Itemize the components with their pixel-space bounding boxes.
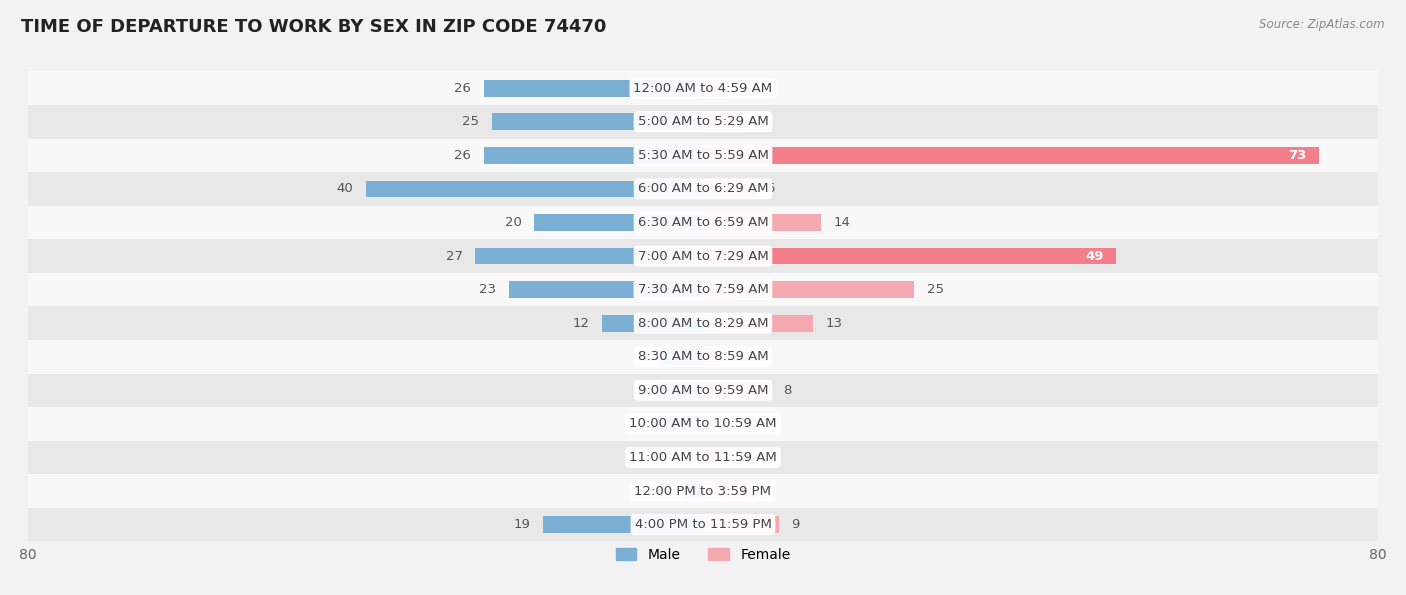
Bar: [703, 80, 728, 96]
Bar: [366, 180, 703, 198]
Text: Source: ZipAtlas.com: Source: ZipAtlas.com: [1260, 18, 1385, 31]
Legend: Male, Female: Male, Female: [610, 542, 796, 568]
Bar: [28, 474, 1378, 508]
Bar: [652, 415, 703, 433]
Bar: [703, 449, 728, 466]
Text: 6: 6: [766, 183, 775, 195]
Text: 8: 8: [783, 384, 792, 397]
Text: 8:30 AM to 8:59 AM: 8:30 AM to 8:59 AM: [638, 350, 768, 364]
Text: 12:00 PM to 3:59 PM: 12:00 PM to 3:59 PM: [634, 484, 772, 497]
Text: 11:00 AM to 11:59 AM: 11:00 AM to 11:59 AM: [628, 451, 778, 464]
Text: 9:00 AM to 9:59 AM: 9:00 AM to 9:59 AM: [638, 384, 768, 397]
Text: 7:00 AM to 7:29 AM: 7:00 AM to 7:29 AM: [638, 249, 768, 262]
Bar: [703, 180, 754, 198]
Text: 6:00 AM to 6:29 AM: 6:00 AM to 6:29 AM: [638, 183, 768, 195]
Bar: [484, 147, 703, 164]
Bar: [703, 214, 821, 231]
Text: 27: 27: [446, 249, 463, 262]
Text: TIME OF DEPARTURE TO WORK BY SEX IN ZIP CODE 74470: TIME OF DEPARTURE TO WORK BY SEX IN ZIP …: [21, 18, 606, 36]
Bar: [28, 306, 1378, 340]
Bar: [703, 248, 1116, 264]
Text: 25: 25: [463, 115, 479, 129]
Text: 14: 14: [834, 216, 851, 229]
Text: 49: 49: [1085, 249, 1104, 262]
Text: 6: 6: [631, 418, 640, 430]
Text: 5: 5: [640, 384, 648, 397]
Text: 5:30 AM to 5:59 AM: 5:30 AM to 5:59 AM: [637, 149, 769, 162]
Text: 5: 5: [758, 115, 766, 129]
Bar: [543, 516, 703, 533]
Text: 6:30 AM to 6:59 AM: 6:30 AM to 6:59 AM: [638, 216, 768, 229]
Text: 23: 23: [479, 283, 496, 296]
Text: 0: 0: [682, 451, 690, 464]
Text: 7:30 AM to 7:59 AM: 7:30 AM to 7:59 AM: [637, 283, 769, 296]
Text: 1: 1: [724, 418, 733, 430]
Bar: [28, 374, 1378, 407]
Text: 3: 3: [741, 451, 749, 464]
Text: 19: 19: [513, 518, 530, 531]
Text: 20: 20: [505, 216, 522, 229]
Bar: [703, 516, 779, 533]
Bar: [686, 483, 703, 499]
Bar: [703, 281, 914, 298]
Bar: [661, 382, 703, 399]
Bar: [28, 508, 1378, 541]
Text: 25: 25: [927, 283, 943, 296]
Text: 10:00 AM to 10:59 AM: 10:00 AM to 10:59 AM: [630, 418, 776, 430]
Bar: [28, 139, 1378, 172]
Text: 5: 5: [640, 350, 648, 364]
Text: 2: 2: [733, 350, 741, 364]
Bar: [602, 315, 703, 331]
Bar: [703, 147, 1319, 164]
Text: 5:00 AM to 5:29 AM: 5:00 AM to 5:29 AM: [638, 115, 768, 129]
Bar: [534, 214, 703, 231]
Text: 2: 2: [665, 484, 673, 497]
Text: 12: 12: [572, 317, 589, 330]
Text: 6: 6: [766, 484, 775, 497]
Bar: [703, 349, 720, 365]
Bar: [28, 340, 1378, 374]
Bar: [661, 349, 703, 365]
Bar: [509, 281, 703, 298]
Bar: [484, 80, 703, 96]
Text: 12:00 AM to 4:59 AM: 12:00 AM to 4:59 AM: [634, 82, 772, 95]
Text: 8:00 AM to 8:29 AM: 8:00 AM to 8:29 AM: [638, 317, 768, 330]
Bar: [28, 71, 1378, 105]
Bar: [703, 382, 770, 399]
Text: 40: 40: [336, 183, 353, 195]
Bar: [492, 114, 703, 130]
Bar: [28, 407, 1378, 441]
Bar: [28, 239, 1378, 273]
Bar: [475, 248, 703, 264]
Text: 4:00 PM to 11:59 PM: 4:00 PM to 11:59 PM: [634, 518, 772, 531]
Bar: [28, 441, 1378, 474]
Bar: [703, 483, 754, 499]
Text: 26: 26: [454, 82, 471, 95]
Bar: [28, 105, 1378, 139]
Text: 26: 26: [454, 149, 471, 162]
Bar: [703, 114, 745, 130]
Text: 9: 9: [792, 518, 800, 531]
Bar: [28, 206, 1378, 239]
Bar: [703, 415, 711, 433]
Bar: [28, 172, 1378, 206]
Text: 13: 13: [825, 317, 842, 330]
Bar: [703, 315, 813, 331]
Text: 3: 3: [741, 82, 749, 95]
Bar: [28, 273, 1378, 306]
Text: 73: 73: [1288, 149, 1306, 162]
